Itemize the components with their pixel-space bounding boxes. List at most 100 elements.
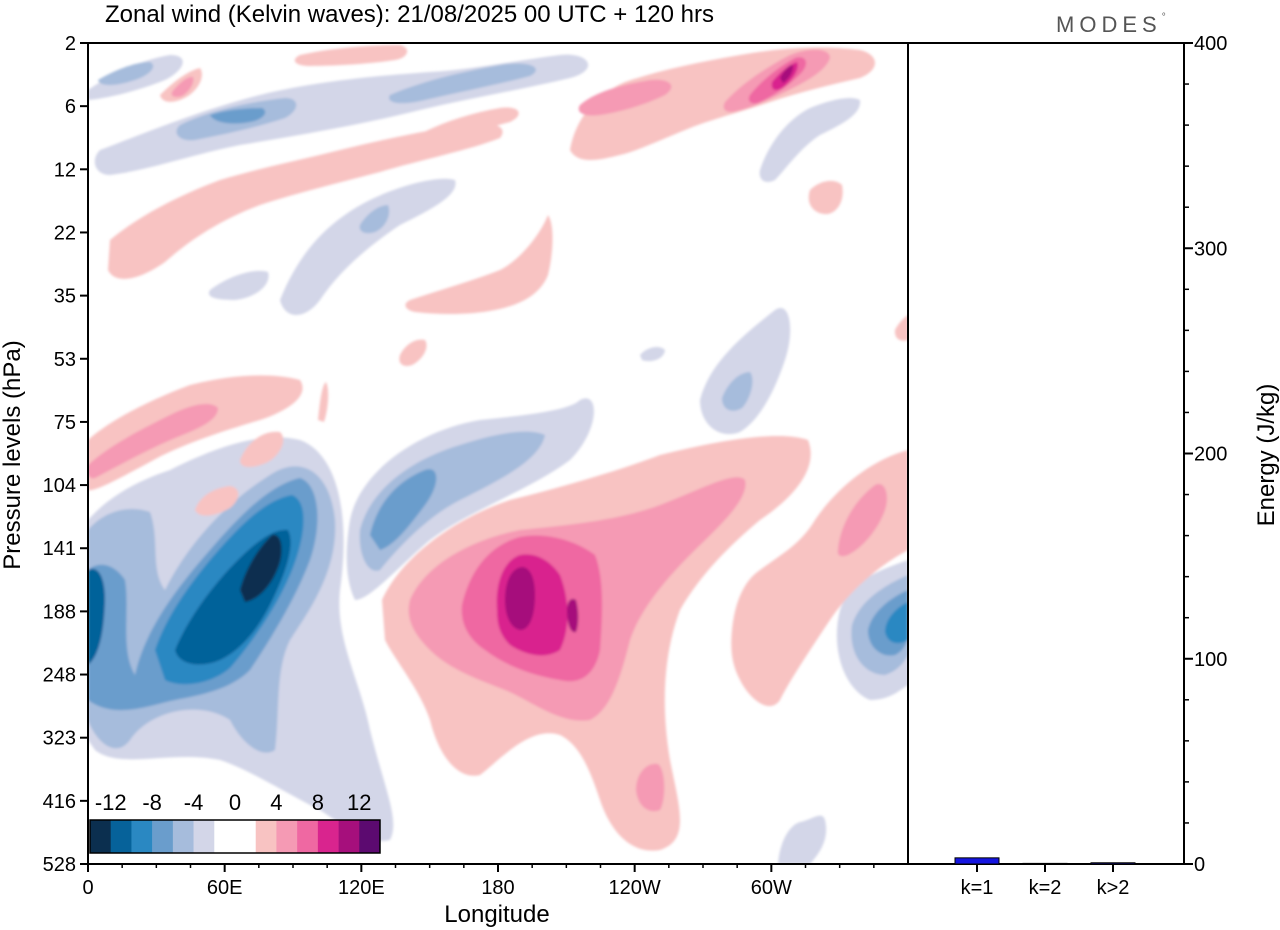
contour-plus2-75hPa-west xyxy=(88,375,303,491)
energy-tick-label: 200 xyxy=(1194,444,1227,466)
y-tick-label: 12 xyxy=(54,159,76,181)
contour-plus2-mid-level xyxy=(405,215,553,315)
colorbar-label: -4 xyxy=(184,790,204,815)
colorbar-swatch xyxy=(214,820,236,853)
contour-plus2-patch-53hPa xyxy=(399,339,427,366)
colorbar-swatch xyxy=(172,820,194,853)
colorbar-labels: -12 -8 -4 0 4 8 12 xyxy=(95,790,372,815)
y-axis: 2 6 12 22 35 53 75 104 141 188 248 323 416 528 xyxy=(43,33,88,876)
colorbar-label: -8 xyxy=(142,790,162,815)
energy-category-label: k>2 xyxy=(1097,877,1130,899)
contour-plus10-core-a xyxy=(505,567,535,630)
colorbar-label: 4 xyxy=(270,790,282,815)
energy-category-label: k=2 xyxy=(1029,877,1062,899)
contour-minus12-core xyxy=(240,534,282,602)
x-tick-label: 0 xyxy=(82,877,93,899)
x-tick-label: 120E xyxy=(338,877,385,899)
x-axis-label: Longitude xyxy=(444,901,549,928)
brand-logo: MODES° xyxy=(1056,12,1171,37)
contour-minus4-upper-band-d xyxy=(359,205,390,234)
contour-plus10-upper-60W xyxy=(780,64,794,83)
contour-plus2-east-patch xyxy=(808,180,843,215)
x-tick-label: 180 xyxy=(481,877,514,899)
colorbar-swatch xyxy=(131,820,153,853)
contour-minus4-60W xyxy=(722,372,753,411)
contour-plus2-east-edge xyxy=(894,315,908,341)
energy-tick-label: 100 xyxy=(1194,649,1227,671)
contour-minus2-60W xyxy=(700,308,791,435)
colorbar-swatches xyxy=(89,819,381,854)
x-tick-label: 60W xyxy=(751,877,792,899)
contour-plus2-patch-a xyxy=(195,486,239,516)
chart-title: Zonal wind (Kelvin waves): 21/08/2025 00… xyxy=(105,1,714,28)
colorbar-swatch xyxy=(235,820,257,853)
contour-minus2-upper-band-d xyxy=(280,178,456,315)
contour-plus2-upper-band-b xyxy=(393,107,519,154)
y-tick-label: 6 xyxy=(65,96,76,118)
contour-plus4-30W xyxy=(837,484,887,557)
colorbar-swatch xyxy=(110,820,132,853)
colorbar-swatch xyxy=(152,820,174,853)
y-tick-label: 528 xyxy=(43,854,76,876)
contour-plus2-top-band xyxy=(294,45,408,66)
energy-tick-label: 0 xyxy=(1194,854,1205,876)
colorbar-label: 0 xyxy=(229,790,241,815)
colorbar-frame xyxy=(89,819,381,854)
contour-plus2-patch-b xyxy=(240,431,284,467)
contour-plus4-top-left xyxy=(171,76,194,97)
energy-axis-label: Energy (J/kg) xyxy=(1253,384,1280,527)
contour-minus6-upper-band-a xyxy=(210,108,266,124)
contour-minus8-east xyxy=(885,602,908,644)
x-tick-label: 120W xyxy=(609,877,661,899)
energy-category-label: k=1 xyxy=(961,877,994,899)
y-tick-label: 248 xyxy=(43,665,76,687)
contour-plus4-120W-low xyxy=(636,763,665,812)
contour-plus10-core-b xyxy=(567,598,579,633)
x-axis: 0 60E 120E 180 120W 60W xyxy=(82,864,875,899)
energy-panel: k=1 k=2 k>2 0 100 200 300 400 Energy (J/kg) xyxy=(907,33,1280,899)
y-tick-label: 75 xyxy=(54,412,76,434)
colorbar-swatch xyxy=(193,820,215,853)
energy-bar xyxy=(1090,862,1136,865)
x-tick-label: 60E xyxy=(207,877,243,899)
colorbar-swatch xyxy=(338,820,360,853)
y-tick-label: 323 xyxy=(43,728,76,750)
contour-plus4-75hPa-west xyxy=(88,404,218,479)
colorbar-swatch xyxy=(359,820,381,853)
contour-plus2-patch-c xyxy=(318,382,329,422)
colorbar-swatch xyxy=(255,820,277,853)
colorbar-label: 8 xyxy=(312,790,324,815)
contour-minus2-patch-53 xyxy=(640,347,665,362)
contour-minus8-west-edge xyxy=(88,568,105,665)
energy-tick-label: 300 xyxy=(1194,238,1227,260)
contour-minus2-patch-mid xyxy=(208,270,269,300)
colorbar: -12 -8 -4 0 4 8 12 xyxy=(89,790,381,854)
colorbar-swatch xyxy=(276,820,298,853)
y-axis-label: Pressure levels (hPa) xyxy=(0,340,26,569)
y-tick-label: 22 xyxy=(54,222,76,244)
colorbar-label: 12 xyxy=(347,790,371,815)
contour-minus4-upper-band-b xyxy=(389,63,536,104)
contour-minus4-130E xyxy=(359,431,545,571)
contour-minus4-upper-band-c xyxy=(98,62,154,85)
colorbar-swatch xyxy=(297,820,319,853)
contour-plus2-upper-band-a xyxy=(108,123,503,279)
contour-plus4-upper-right xyxy=(578,79,672,116)
y-tick-label: 53 xyxy=(54,349,76,371)
contour-minus2-lower-east xyxy=(778,815,827,864)
energy-bars xyxy=(954,857,1136,865)
energy-category-labels: k=1 k=2 k>2 xyxy=(961,864,1130,899)
energy-bar xyxy=(954,857,1000,865)
contour-field xyxy=(88,45,908,864)
y-tick-label: 104 xyxy=(43,475,76,497)
y-tick-label: 188 xyxy=(43,601,76,623)
y-tick-label: 141 xyxy=(43,538,76,560)
y-tick-label: 416 xyxy=(43,791,76,813)
colorbar-swatch xyxy=(317,820,339,853)
contour-minus6-130E xyxy=(370,469,437,550)
energy-tick-label: 400 xyxy=(1194,33,1227,55)
main-plot xyxy=(87,42,909,865)
y-tick-label: 2 xyxy=(65,33,76,55)
energy-axis-ticks: 0 100 200 300 400 xyxy=(1184,33,1227,876)
